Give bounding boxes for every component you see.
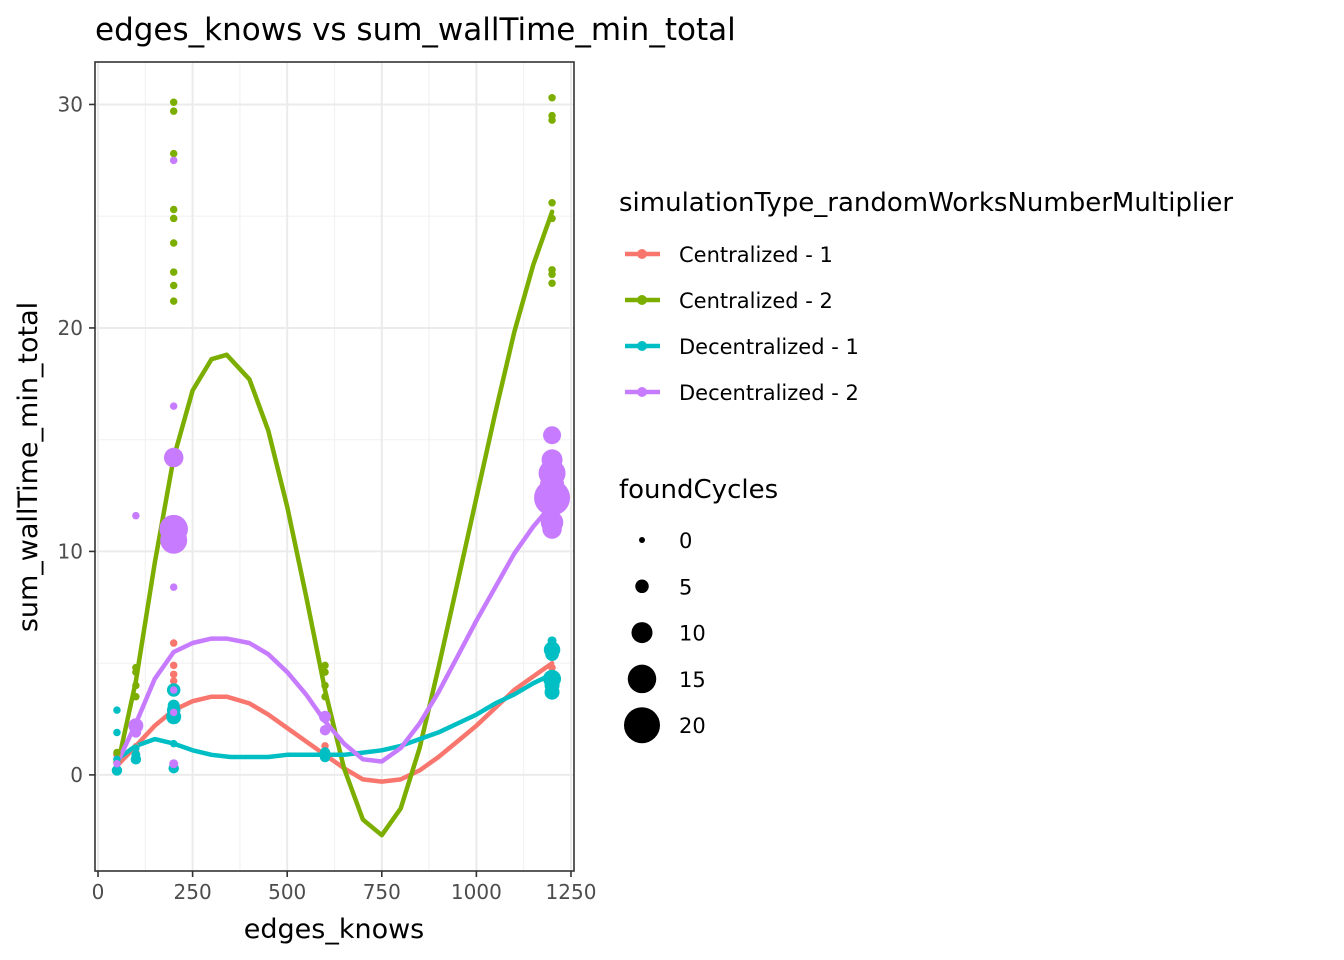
data-point (544, 684, 560, 700)
data-point (130, 727, 142, 738)
data-point (548, 270, 556, 279)
legend-label: Centralized - 2 (679, 289, 833, 313)
data-point (113, 759, 121, 768)
y-tick-label: 30 (58, 92, 83, 116)
size-legend-key (635, 579, 649, 594)
data-point (169, 677, 178, 685)
data-point (169, 281, 178, 290)
size-legend-label: 15 (679, 668, 706, 692)
size-legend-label: 0 (679, 529, 692, 553)
data-point (169, 583, 178, 591)
data-point (163, 447, 184, 468)
data-point (169, 661, 178, 670)
plot-panel (94, 61, 575, 872)
legend-key-point (637, 387, 647, 397)
chart-title: edges_knows vs sum_wallTime_min_total (95, 12, 736, 48)
size-legend-title: foundCycles (619, 475, 778, 505)
data-point (169, 686, 178, 694)
data-point (166, 709, 182, 725)
data-point (132, 744, 140, 752)
data-point (169, 739, 178, 748)
y-axis-title: sum_wallTime_min_total (13, 302, 44, 632)
data-point (548, 94, 556, 102)
data-point (169, 214, 178, 223)
data-point (321, 668, 329, 676)
data-point (169, 670, 178, 679)
y-axis: 0 10 20 30 (58, 92, 95, 787)
size-legend-label: 10 (679, 622, 706, 646)
data-point (169, 708, 178, 717)
data-point (548, 663, 556, 672)
data-point (169, 205, 178, 214)
data-point (169, 268, 178, 276)
data-point (548, 279, 556, 287)
data-point (111, 765, 123, 776)
legend-label: Decentralized - 1 (679, 335, 859, 359)
data-point (169, 107, 178, 115)
data-point (319, 724, 331, 736)
data-point (169, 98, 178, 106)
color-legend-title: simulationType_randomWorksNumberMultipli… (619, 188, 1233, 218)
x-tick-label: 750 (363, 880, 401, 904)
data-point (113, 728, 121, 737)
data-point (113, 706, 121, 714)
data-points (111, 94, 571, 776)
y-tick-label: 0 (70, 763, 83, 787)
size-legend-key (631, 622, 653, 644)
smooth-line (114, 672, 555, 762)
data-point (543, 426, 562, 445)
x-tick-label: 1250 (546, 880, 597, 904)
data-point (169, 297, 178, 305)
data-point (169, 759, 179, 769)
data-point (548, 116, 556, 124)
smooth-line (114, 660, 555, 784)
data-point (319, 751, 331, 763)
size-legend-key (639, 537, 645, 543)
x-tick-label: 500 (268, 880, 306, 904)
smooth-lines (114, 209, 555, 838)
x-tick-label: 250 (174, 880, 212, 904)
data-point (160, 526, 188, 554)
data-point (548, 214, 556, 223)
data-point (542, 519, 562, 539)
legend-key-point (637, 341, 647, 351)
data-point (545, 647, 559, 661)
data-point (130, 754, 142, 765)
data-point (113, 748, 121, 757)
data-point (321, 692, 329, 701)
size-legend-label: 5 (679, 575, 692, 599)
legend-key-point (637, 295, 647, 305)
data-point (169, 639, 178, 647)
data-point (132, 692, 140, 701)
legend-key-point (637, 249, 647, 259)
legend-label: Decentralized - 2 (679, 381, 859, 405)
x-tick-label: 0 (92, 880, 105, 904)
size-legend-key (624, 707, 660, 744)
data-point (169, 156, 178, 165)
x-axis-title: edges_knows (244, 914, 424, 945)
smooth-line (114, 502, 555, 766)
data-point (169, 149, 178, 158)
y-tick-label: 20 (58, 316, 83, 340)
size-legend-key (627, 664, 657, 694)
data-point (534, 479, 571, 516)
data-point (548, 199, 556, 207)
size-legend-label: 20 (679, 714, 706, 738)
data-point (321, 661, 329, 670)
data-point (132, 511, 140, 520)
y-tick-label: 10 (58, 539, 83, 563)
data-point (321, 681, 329, 690)
size-legend: foundCycles 0 5 10 15 20 (619, 475, 778, 744)
legend-label: Centralized - 1 (679, 243, 833, 267)
data-point (169, 239, 178, 247)
color-legend: simulationType_randomWorksNumberMultipli… (619, 188, 1233, 405)
x-tick-label: 1000 (451, 880, 502, 904)
data-point (169, 402, 178, 410)
data-point (319, 710, 332, 723)
x-axis: 0 250 500 750 1000 1250 (92, 871, 597, 904)
panel-border (94, 61, 575, 872)
data-point (132, 668, 140, 676)
data-point (132, 681, 140, 690)
